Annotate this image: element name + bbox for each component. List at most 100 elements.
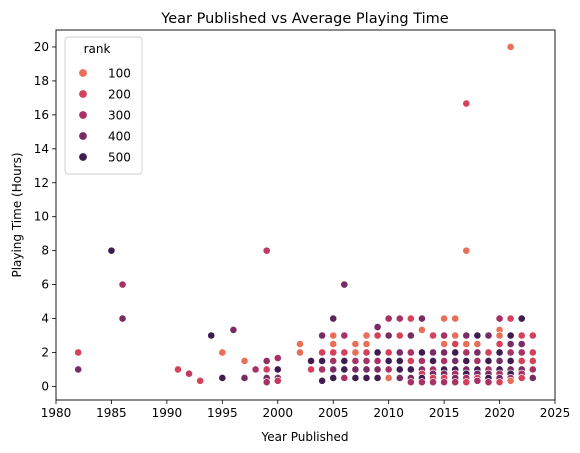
- data-point-6: [185, 369, 193, 378]
- data-point-54: [362, 357, 371, 365]
- data-point-119: [462, 348, 471, 357]
- data-point-48: [351, 357, 360, 365]
- y-tick-label-16: 16: [34, 108, 49, 122]
- data-point-34: [329, 331, 338, 340]
- data-point-66: [384, 357, 393, 365]
- legend-title: rank: [84, 42, 111, 56]
- data-point-82: [418, 314, 426, 323]
- legend: rank 100 200 300 400 500: [64, 36, 143, 175]
- data-point-44: [340, 365, 349, 374]
- data-point-114: [451, 378, 460, 387]
- data-point-14: [251, 365, 260, 374]
- data-point-49: [351, 365, 360, 374]
- data-point-161: [517, 331, 526, 340]
- data-point-74: [395, 374, 404, 382]
- data-point-4: [118, 314, 127, 323]
- legend-marker-200: [78, 89, 88, 99]
- data-point-110: [451, 357, 460, 365]
- y-tick-label-6: 6: [41, 278, 49, 292]
- y-tick-label-12: 12: [34, 176, 49, 190]
- data-point-125: [473, 331, 482, 340]
- data-point-163: [517, 348, 526, 357]
- data-point-2: [107, 246, 116, 255]
- data-point-84: [418, 348, 426, 357]
- data-point-37: [329, 357, 338, 365]
- points-layer: [74, 43, 537, 387]
- data-point-108: [451, 340, 460, 348]
- data-point-96: [429, 378, 437, 387]
- data-point-135: [484, 357, 493, 365]
- data-point-91: [429, 348, 437, 357]
- x-axis-label: Year Published: [261, 430, 349, 444]
- data-point-76: [406, 331, 415, 340]
- data-point-150: [506, 43, 515, 51]
- data-point-30: [318, 357, 327, 365]
- data-point-116: [462, 246, 471, 255]
- legend-label-400: 400: [108, 130, 131, 144]
- legend-marker-400: [78, 131, 88, 141]
- data-point-27: [307, 365, 315, 374]
- legend-marker-500: [78, 152, 88, 162]
- data-point-107: [451, 331, 460, 340]
- data-point-155: [506, 357, 515, 365]
- x-tick-label-2025: 2025: [540, 406, 571, 420]
- data-point-169: [528, 348, 537, 357]
- data-point-99: [440, 340, 449, 348]
- data-point-133: [484, 331, 493, 340]
- y-tick-label-4: 4: [41, 312, 49, 326]
- data-point-171: [528, 365, 537, 374]
- data-point-23: [273, 376, 282, 385]
- data-point-31: [318, 365, 327, 374]
- x-tick-label-1985: 1985: [96, 406, 127, 420]
- data-point-126: [473, 340, 482, 348]
- data-point-16: [262, 357, 271, 365]
- data-point-20: [273, 354, 282, 362]
- x-tick-label-2010: 2010: [373, 406, 404, 420]
- data-point-68: [384, 374, 393, 382]
- data-point-36: [329, 348, 338, 357]
- data-point-140: [495, 314, 504, 323]
- y-tick-label-8: 8: [41, 244, 49, 258]
- data-point-5: [174, 365, 182, 374]
- data-point-59: [373, 348, 382, 357]
- data-point-85: [418, 357, 426, 365]
- x-tick-label-1995: 1995: [207, 406, 238, 420]
- data-point-106: [451, 314, 460, 323]
- y-axis: 0 2 4 6 8 10 12 14 16 18 20: [34, 40, 56, 393]
- legend-label-200: 200: [108, 88, 131, 102]
- y-tick-label-18: 18: [34, 74, 49, 88]
- data-point-29: [318, 348, 327, 357]
- data-point-32: [318, 376, 327, 385]
- data-point-38: [329, 365, 338, 374]
- data-point-50: [351, 374, 360, 382]
- data-point-61: [373, 365, 382, 374]
- data-point-109: [451, 348, 460, 357]
- data-point-28: [318, 331, 327, 340]
- data-point-115: [462, 99, 471, 108]
- data-point-83: [418, 325, 426, 334]
- data-point-124: [462, 378, 471, 387]
- data-point-53: [362, 348, 371, 357]
- y-tick-label-0: 0: [41, 379, 49, 393]
- data-point-24: [296, 340, 304, 348]
- y-tick-label-14: 14: [34, 142, 49, 156]
- data-point-46: [351, 340, 360, 348]
- data-point-69: [395, 314, 404, 323]
- data-point-51: [362, 331, 371, 340]
- x-tick-label-1990: 1990: [152, 406, 183, 420]
- data-point-15: [262, 246, 271, 255]
- data-point-63: [384, 314, 393, 323]
- y-axis-label: Playing Time (Hours): [10, 152, 24, 277]
- data-point-132: [473, 376, 482, 385]
- data-point-35: [329, 340, 338, 348]
- data-point-70: [395, 331, 404, 340]
- data-point-21: [273, 365, 282, 374]
- x-tick-label-2005: 2005: [318, 406, 349, 420]
- data-point-128: [473, 357, 482, 365]
- data-point-11: [229, 325, 238, 334]
- data-point-78: [406, 357, 415, 365]
- data-point-60: [373, 357, 382, 365]
- data-point-75: [406, 314, 415, 323]
- data-point-73: [395, 365, 404, 374]
- data-point-62: [373, 374, 382, 382]
